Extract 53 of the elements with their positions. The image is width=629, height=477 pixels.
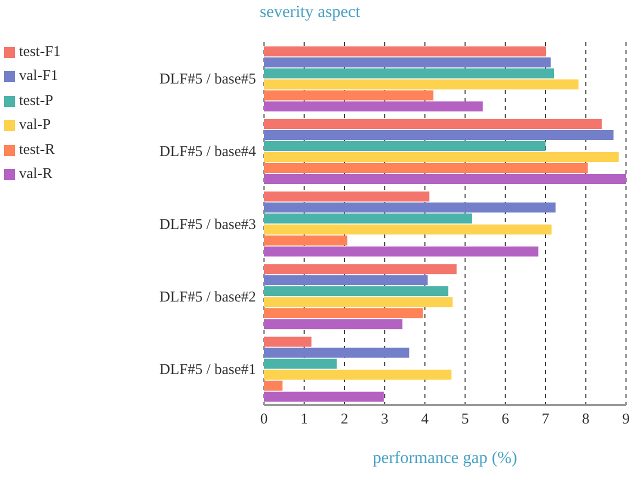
legend-label: test-F1 bbox=[19, 44, 61, 61]
bar bbox=[264, 286, 448, 296]
bar bbox=[264, 68, 554, 78]
bar bbox=[264, 392, 384, 402]
y-tick-label: DLF#5 / base#2 bbox=[159, 289, 256, 306]
bar bbox=[264, 140, 546, 151]
x-tick-label: 2 bbox=[340, 412, 348, 428]
bar bbox=[264, 348, 410, 358]
bar bbox=[264, 380, 282, 391]
bar bbox=[264, 57, 551, 68]
bar bbox=[264, 46, 546, 56]
bar bbox=[264, 162, 588, 173]
bar bbox=[264, 246, 538, 257]
bar bbox=[264, 358, 337, 369]
bar bbox=[264, 214, 472, 224]
bar bbox=[264, 264, 457, 274]
y-tick-label: DLF#5 / base#1 bbox=[159, 362, 256, 378]
chart-title: severity aspect bbox=[258, 2, 362, 22]
bar bbox=[264, 90, 434, 100]
bar bbox=[264, 101, 483, 112]
legend-label: test-R bbox=[19, 142, 55, 159]
bar bbox=[264, 308, 423, 318]
y-tick-label: DLF#5 / base#3 bbox=[159, 216, 256, 233]
legend-label: test-P bbox=[19, 92, 54, 110]
x-tick-label: 0 bbox=[260, 412, 268, 428]
x-tick-label: 3 bbox=[380, 412, 388, 428]
y-tick-label: DLF#5 / base#4 bbox=[159, 144, 256, 160]
bar bbox=[264, 224, 552, 235]
bar bbox=[264, 336, 312, 347]
x-tick-label: 8 bbox=[582, 412, 590, 428]
bar bbox=[264, 275, 428, 286]
x-tick-label: 9 bbox=[622, 412, 629, 428]
legend-label: val-F1 bbox=[19, 68, 58, 86]
x-tick-label: 5 bbox=[461, 412, 469, 428]
legend-label: val-P bbox=[19, 117, 51, 134]
bar bbox=[264, 174, 626, 184]
x-axis-title: performance gap (%) bbox=[372, 448, 518, 467]
bar bbox=[264, 202, 556, 213]
bar bbox=[264, 236, 348, 246]
bar bbox=[264, 152, 619, 162]
x-tick-label: 1 bbox=[300, 412, 308, 428]
bar bbox=[264, 319, 402, 330]
bar bbox=[264, 118, 602, 129]
x-tick-label: 7 bbox=[542, 412, 550, 428]
y-tick-label: DLF#5 / base#5 bbox=[159, 72, 256, 88]
legend-label: val-R bbox=[19, 166, 52, 184]
x-tick-label: 6 bbox=[502, 412, 510, 428]
bar bbox=[264, 192, 430, 202]
x-tick-label: 4 bbox=[421, 412, 430, 428]
bar bbox=[264, 370, 452, 380]
bar bbox=[264, 79, 579, 90]
bar bbox=[264, 297, 453, 308]
bar bbox=[264, 130, 614, 140]
